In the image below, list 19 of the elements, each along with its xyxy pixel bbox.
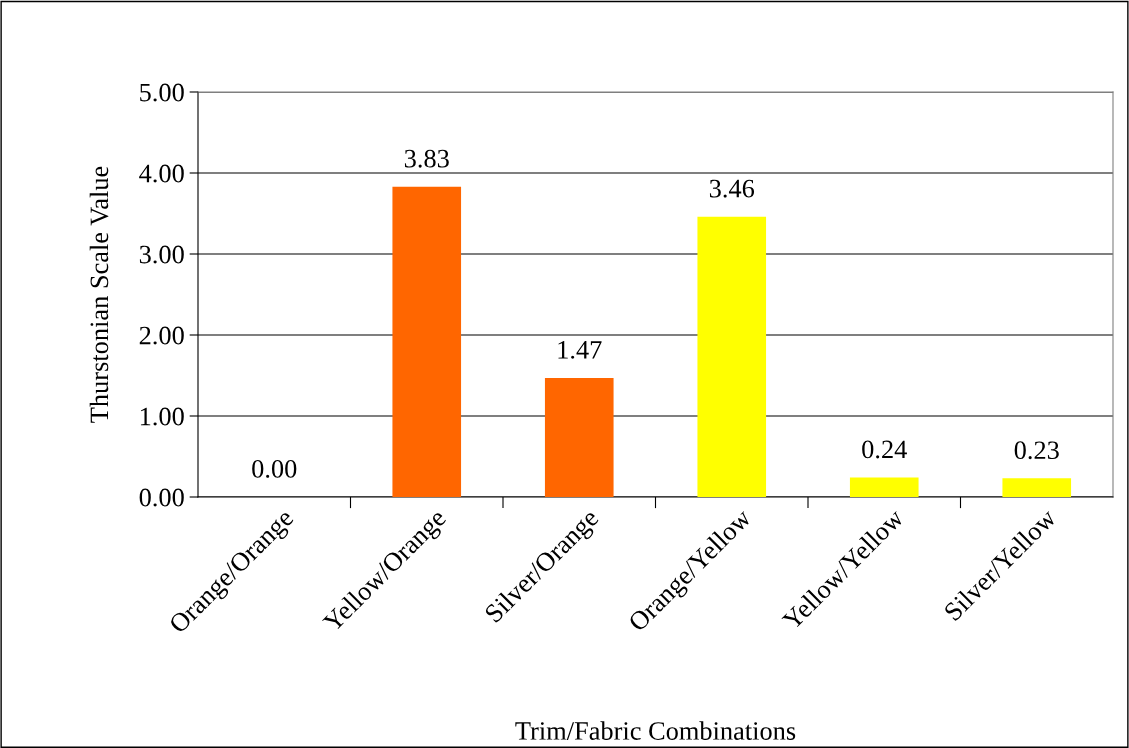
data-label: 0.00 [252,459,297,478]
bar [697,216,767,497]
bar [544,377,614,497]
y-tick-label: 2.00 [139,326,184,345]
data-label: 0.23 [1014,441,1059,460]
data-label: 3.83 [404,149,449,168]
data-label: 3.46 [709,179,755,198]
data-label: 0.24 [862,440,907,459]
bar [392,186,462,497]
y-tick-label: 1.00 [140,407,184,426]
y-tick-label: 3.00 [139,245,184,264]
y-tick-label: 5.00 [140,83,184,102]
bar [849,477,919,497]
y-tick-label: 0.00 [139,488,184,507]
data-label: 1.47 [558,341,602,359]
y-tick-label: 4.00 [139,164,184,183]
x-axis-title: Trim/Fabric Combinations [515,721,796,740]
y-axis-title: Thurstonian Scale Value [89,166,109,423]
bar [1002,478,1072,497]
